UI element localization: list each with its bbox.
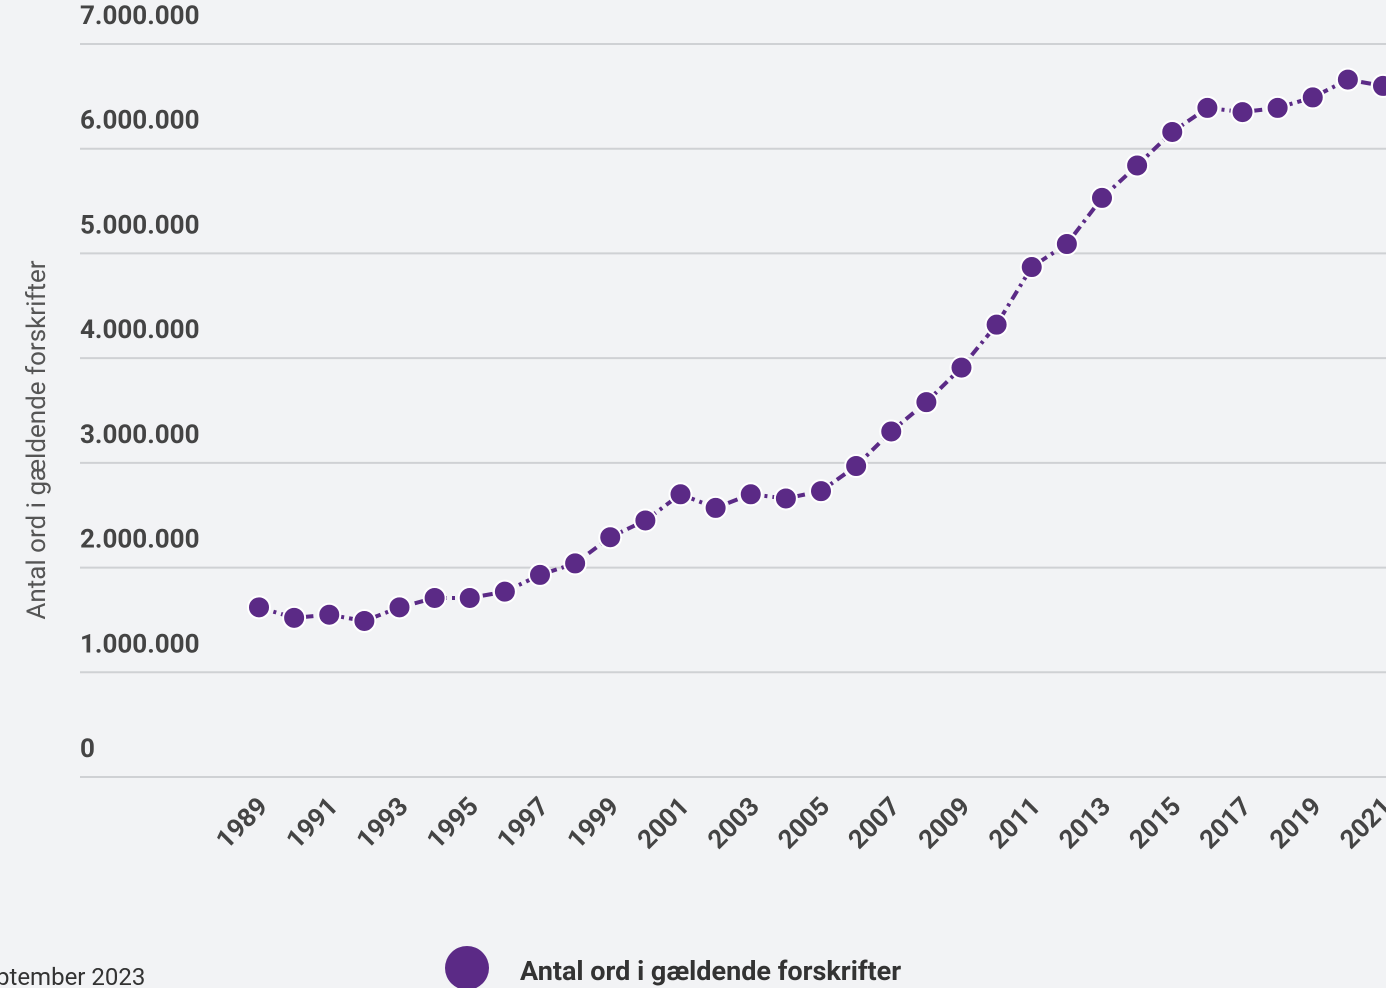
series-marker — [422, 585, 447, 610]
series-marker — [1371, 73, 1386, 98]
series-marker — [668, 482, 693, 507]
series-marker — [809, 479, 833, 504]
series-marker — [1230, 100, 1255, 125]
series-marker — [703, 495, 728, 520]
y-tick-label: 7.000.000 — [80, 1, 200, 31]
series-marker — [1054, 232, 1079, 257]
series-marker — [879, 419, 904, 444]
series-marker — [563, 551, 588, 576]
series-marker — [1300, 85, 1325, 110]
y-tick-label: 2.000.000 — [80, 525, 200, 555]
legend-label: Antal ord i gældende forskrifter — [520, 955, 901, 987]
series-marker — [352, 608, 377, 633]
series-marker — [773, 486, 798, 511]
series-marker — [984, 312, 1009, 337]
series-marker — [1090, 185, 1114, 210]
series-marker — [1019, 255, 1044, 280]
series-marker — [1265, 95, 1290, 120]
y-tick-label: 1.000.000 — [80, 629, 200, 659]
y-tick-label: 4.000.000 — [80, 315, 200, 345]
series-marker — [457, 585, 482, 610]
series-marker — [598, 525, 623, 550]
y-tick-label: 6.000.000 — [80, 106, 200, 136]
series-marker — [738, 482, 763, 507]
series-marker — [914, 390, 939, 415]
note: ptember 2023 — [0, 963, 145, 988]
series-marker — [492, 579, 517, 604]
series-marker — [282, 605, 307, 630]
series-marker — [1335, 67, 1360, 92]
series-marker — [949, 355, 974, 380]
y-tick-label: 3.000.000 — [80, 420, 200, 450]
y-tick-label: 5.000.000 — [80, 210, 200, 240]
series-marker — [1195, 95, 1220, 120]
legend-marker — [445, 946, 489, 988]
series-marker — [1125, 153, 1150, 178]
series-marker — [317, 602, 342, 627]
y-tick-label: 0 — [80, 734, 95, 764]
series-marker — [247, 595, 271, 620]
y-axis-label: Antal ord i gældende forskrifter — [22, 260, 52, 619]
series-marker — [633, 508, 658, 533]
series-marker — [528, 562, 552, 587]
series-marker — [844, 453, 869, 478]
series-marker — [387, 595, 412, 620]
series-marker — [1160, 119, 1185, 144]
